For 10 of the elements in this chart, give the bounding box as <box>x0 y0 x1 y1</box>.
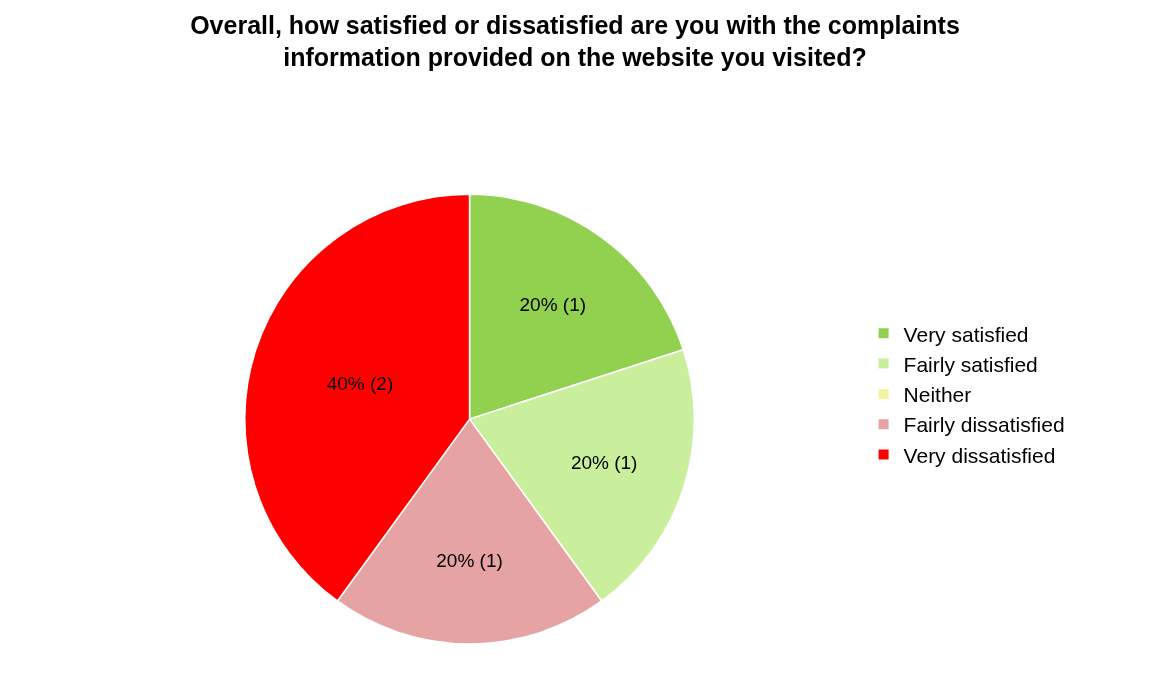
data-label: 20% (1) <box>436 550 503 572</box>
chart-title: Overall, how satisfied or dissatisfied are you with the complaints information provided on the website you visited? <box>190 10 960 72</box>
legend-label: Very dissatisfied <box>903 443 1056 467</box>
legend-label: Neither <box>903 383 972 407</box>
legend-label: Very satisfied <box>903 322 1029 346</box>
legend-label: Fairly satisfied <box>903 352 1038 376</box>
data-label: 20% (1) <box>570 452 638 474</box>
data-label: 40% (2) <box>326 373 394 395</box>
data-label: 20% (1) <box>519 294 587 316</box>
legend-label: Fairly dissatisfied <box>903 413 1065 437</box>
